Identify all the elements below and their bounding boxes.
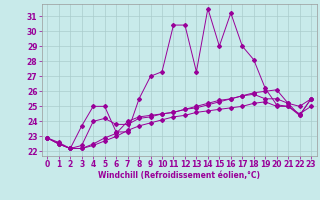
X-axis label: Windchill (Refroidissement éolien,°C): Windchill (Refroidissement éolien,°C) (98, 171, 260, 180)
